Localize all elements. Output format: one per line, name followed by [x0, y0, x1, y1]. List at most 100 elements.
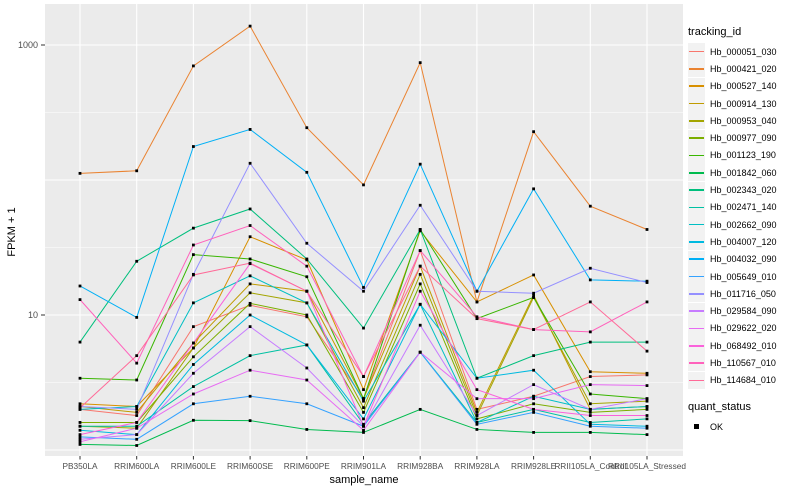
- data-point-Hb_011716_050: [78, 405, 82, 408]
- data-point-Hb_029622_020: [135, 426, 139, 430]
- data-point-Hb_004007_120: [588, 422, 592, 426]
- data-point-Hb_029584_090: [192, 371, 195, 375]
- data-point-Hb_000051_030: [588, 375, 592, 378]
- data-point-Hb_005649_010: [475, 422, 479, 426]
- data-point-Hb_000953_040: [362, 406, 365, 410]
- data-point-Hb_000527_140: [248, 235, 252, 239]
- data-point-Hb_001842_060: [78, 443, 82, 446]
- x-tick-label: RRII105LA_Control: [554, 461, 626, 471]
- series-color-line-icon: [689, 102, 704, 105]
- data-point-Hb_000914_130: [532, 293, 535, 297]
- legend-entry-Hb_004032_090: Hb_004032_090: [688, 250, 800, 268]
- data-point-Hb_002662_090: [305, 301, 309, 305]
- data-point-Hb_110567_010: [78, 298, 82, 302]
- data-point-Hb_005649_010: [135, 437, 139, 441]
- data-point-Hb_114684_010: [532, 328, 535, 331]
- data-point-Hb_005649_010: [248, 394, 252, 398]
- data-point-Hb_029584_090: [135, 433, 139, 437]
- data-point-Hb_068492_010: [588, 414, 592, 417]
- data-point-Hb_005649_010: [645, 426, 649, 430]
- quant-status-legend: quant_status OK: [688, 401, 800, 436]
- data-point-Hb_000977_090: [362, 410, 365, 414]
- legend-label: Hb_000914_130: [710, 98, 777, 109]
- data-point-Hb_114684_010: [248, 261, 252, 265]
- data-point-Hb_110567_010: [645, 300, 649, 304]
- data-point-Hb_005649_010: [305, 402, 309, 406]
- x-tick-label: RRIM901LA: [341, 461, 387, 471]
- data-point-Hb_002662_090: [475, 421, 479, 424]
- y-tick-label: 1000: [18, 40, 38, 50]
- series-color-line-icon: [689, 171, 704, 174]
- series-color-line-icon: [689, 154, 704, 157]
- data-point-Hb_002471_140: [78, 424, 82, 428]
- data-point-Hb_011716_050: [475, 289, 479, 293]
- data-point-Hb_029622_020: [475, 397, 479, 401]
- data-point-Hb_068492_010: [362, 424, 365, 428]
- series-color-line-icon: [689, 379, 704, 382]
- data-point-Hb_029622_020: [418, 350, 422, 354]
- data-point-Hb_000527_140: [645, 371, 649, 375]
- data-point-Hb_002662_090: [248, 274, 252, 278]
- data-point-Hb_000977_090: [475, 417, 479, 421]
- data-point-Hb_001842_060: [645, 433, 649, 437]
- legend-entry-Hb_002662_090: Hb_002662_090: [688, 216, 800, 234]
- legend-key-swatch: [688, 250, 705, 268]
- legend-entries: Hb_000051_030 Hb_000421_020 Hb_000527_140 H…: [688, 43, 800, 389]
- data-point-Hb_000527_140: [475, 300, 479, 304]
- legend-entry-Hb_029584_090: Hb_029584_090: [688, 302, 800, 320]
- legend-label: Hb_011716_050: [710, 288, 776, 299]
- data-point-Hb_000421_020: [362, 183, 365, 187]
- data-point-Hb_004032_090: [532, 187, 535, 191]
- legend-key-swatch: [688, 319, 705, 337]
- data-point-Hb_029584_090: [532, 383, 535, 387]
- data-point-Hb_004007_120: [532, 368, 535, 372]
- data-point-Hb_000051_030: [645, 373, 649, 377]
- data-point-Hb_114684_010: [418, 264, 422, 268]
- data-point-Hb_029584_090: [645, 397, 649, 401]
- data-point-Hb_002662_090: [532, 394, 535, 398]
- data-point-Hb_114684_010: [475, 317, 479, 321]
- legend-label: Hb_004032_090: [710, 254, 777, 265]
- data-point-Hb_002343_020: [248, 207, 252, 211]
- data-point-Hb_000051_030: [135, 414, 139, 417]
- legend-entry-Hb_011716_050: Hb_011716_050: [688, 285, 800, 303]
- data-point-Hb_000421_020: [532, 130, 535, 134]
- legend-label: Hb_068492_010: [710, 340, 777, 351]
- data-point-Hb_110567_010: [192, 243, 195, 247]
- data-point-Hb_000051_030: [192, 325, 195, 329]
- legend-key-swatch: [688, 285, 705, 303]
- legend-key-swatch: [688, 337, 705, 355]
- data-point-Hb_002662_090: [192, 301, 195, 305]
- data-point-Hb_029584_090: [418, 323, 422, 327]
- data-point-Hb_002343_020: [418, 228, 422, 231]
- series-color-line-icon: [689, 50, 704, 53]
- data-point-Hb_029584_090: [78, 437, 82, 441]
- data-point-Hb_002343_020: [645, 340, 649, 344]
- legend-key-swatch: [688, 60, 705, 78]
- legend-entry-Hb_001123_190: Hb_001123_190: [688, 146, 800, 164]
- data-point-Hb_029622_020: [78, 440, 82, 444]
- legend-key-swatch: [688, 129, 705, 147]
- x-tick-label: RRIM600PE: [284, 461, 331, 471]
- legend-entry-Hb_002471_140: Hb_002471_140: [688, 198, 800, 216]
- point-square-icon: [694, 424, 699, 430]
- data-point-Hb_002343_020: [135, 259, 139, 263]
- legend-entry-Hb_114684_010: Hb_114684_010: [688, 371, 800, 389]
- data-point-Hb_114684_010: [645, 349, 649, 353]
- data-point-Hb_114684_010: [362, 375, 365, 378]
- legend-label: Hb_002343_020: [710, 185, 777, 196]
- data-point-Hb_001842_060: [192, 418, 195, 422]
- series-color-line-icon: [689, 362, 704, 364]
- data-point-Hb_004032_090: [78, 284, 82, 288]
- data-point-Hb_000527_140: [78, 402, 82, 406]
- data-point-Hb_000977_090: [192, 355, 195, 359]
- data-point-Hb_001123_190: [248, 257, 252, 261]
- series-color-line-icon: [689, 293, 704, 295]
- data-point-Hb_004007_120: [305, 343, 309, 347]
- legend-key-swatch: [688, 164, 705, 182]
- data-point-Hb_000977_090: [645, 407, 649, 411]
- data-point-Hb_068492_010: [645, 414, 649, 417]
- data-point-Hb_004032_090: [192, 145, 195, 148]
